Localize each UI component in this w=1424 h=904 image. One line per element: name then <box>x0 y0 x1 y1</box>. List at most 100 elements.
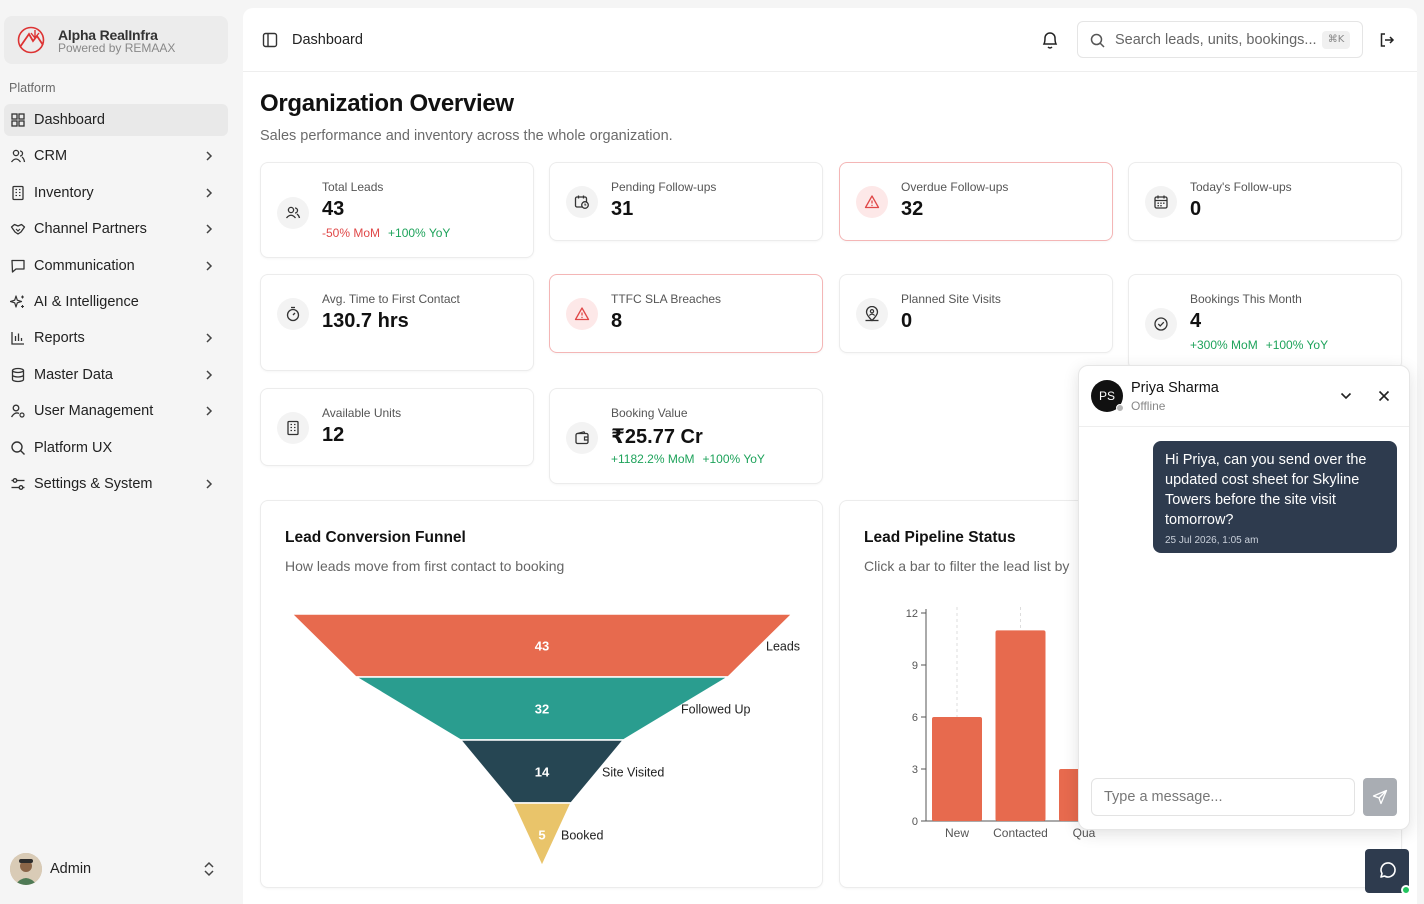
sidebar-item-dashboard[interactable]: Dashboard <box>4 104 228 136</box>
sidebar-item-label: Settings & System <box>34 475 153 492</box>
chevron-right-icon <box>206 261 213 271</box>
panel-title: Lead Conversion Funnel <box>285 529 466 546</box>
funnel-value-label: 32 <box>535 702 549 717</box>
close-icon[interactable] <box>1377 389 1391 403</box>
sidebar-item-label: Reports <box>34 330 85 347</box>
search-shortcut: ⌘K <box>1322 31 1350 49</box>
sidebar-item-crm[interactable]: CRM <box>4 140 228 172</box>
kpi-booking-value[interactable]: Booking Value ₹25.77 Cr +1182.2% MoM +100… <box>549 388 823 484</box>
kpi-label: Pending Follow-ups <box>611 180 717 194</box>
sidebar-item-user-management[interactable]: User Management <box>4 395 228 427</box>
sidebar-item-settings-system[interactable]: Settings & System <box>4 468 228 500</box>
chevron-right-icon <box>206 370 213 380</box>
handshake-icon <box>10 221 26 237</box>
kpi-value: 32 <box>901 198 924 220</box>
kpi-deltas: +1182.2% MoM +100% YoY <box>611 452 773 466</box>
kpi-label: Avg. Time to First Contact <box>322 292 460 306</box>
chat-window: PS Priya Sharma Offline Hi Priya, can yo… <box>1078 365 1410 830</box>
sidebar-nav: Dashboard CRM Inventory Channel Partners Com… <box>4 104 228 504</box>
sidebar-item-master-data[interactable]: Master Data <box>4 359 228 391</box>
user-menu[interactable]: Admin <box>4 850 228 888</box>
kpi-value: ₹25.77 Cr <box>611 426 703 448</box>
pipeline-bar[interactable] <box>932 717 982 821</box>
y-tick-label: 0 <box>912 816 918 828</box>
funnel-stage-label: Booked <box>561 829 603 843</box>
sidebar-toggle-icon[interactable] <box>262 32 278 48</box>
chat-message-bubble: Hi Priya, can you send over the updated … <box>1153 441 1397 553</box>
user-cog-icon <box>10 403 26 419</box>
dashboard-grid-icon <box>10 112 26 128</box>
kpi-available-units[interactable]: Available Units 12 <box>260 388 534 466</box>
chevron-right-icon <box>206 188 213 198</box>
topbar: Dashboard Search leads, units, bookings.… <box>243 8 1417 72</box>
pipeline-bar[interactable] <box>995 630 1046 821</box>
chevrons-up-down-icon <box>204 861 214 877</box>
brand-tagline: Powered by REMAAX <box>58 41 176 55</box>
building-icon <box>277 412 309 444</box>
kpi-pending-followups[interactable]: Pending Follow-ups 31 <box>549 162 823 241</box>
kpi-label: Total Leads <box>322 180 384 194</box>
kpi-value: 0 <box>1190 198 1202 220</box>
kpi-deltas: +300% MoM +100% YoY <box>1190 338 1336 352</box>
chat-contact-name: Priya Sharma <box>1131 380 1219 396</box>
search-icon <box>1090 33 1105 48</box>
yoy-delta: +100% YoY <box>388 226 451 240</box>
users-icon <box>10 148 26 164</box>
alert-triangle-icon <box>566 298 598 330</box>
sliders-icon <box>10 476 26 492</box>
kpi-label: Available Units <box>322 406 402 420</box>
page-title: Organization Overview <box>260 90 514 117</box>
send-button[interactable] <box>1363 778 1397 816</box>
kpi-value: 0 <box>901 310 913 332</box>
sidebar-item-label: Inventory <box>34 184 94 201</box>
kpi-bookings-month[interactable]: Bookings This Month 4 +300% MoM +100% YoY <box>1128 274 1402 370</box>
calendar-clock-icon <box>566 186 598 218</box>
sidebar-item-ai-intelligence[interactable]: AI & Intelligence <box>4 286 228 318</box>
funnel-value-label: 43 <box>535 639 549 654</box>
kpi-deltas: -50% MoM +100% YoY <box>322 226 458 240</box>
bell-icon[interactable] <box>1041 30 1059 50</box>
presence-dot <box>1116 404 1124 412</box>
user-name: Admin <box>50 861 92 877</box>
online-indicator <box>1401 885 1411 895</box>
y-tick-label: 12 <box>906 608 918 620</box>
sidebar-item-communication[interactable]: Communication <box>4 250 228 282</box>
chat-message-time: 25 Jul 2026, 1:05 am <box>1165 535 1259 546</box>
chevron-down-icon[interactable] <box>1339 390 1353 402</box>
sparkles-icon <box>10 294 26 310</box>
funnel-chart: 43 Leads 32 Followed Up 14 Site Visited 5 Booke… <box>290 613 800 868</box>
kpi-value: 43 <box>322 198 345 220</box>
chat-message-text: Hi Priya, can you send over the updated … <box>1165 452 1367 528</box>
funnel-segment[interactable] <box>511 802 573 868</box>
logout-icon[interactable] <box>1379 32 1395 48</box>
funnel-value-label: 5 <box>538 828 545 843</box>
global-search[interactable]: Search leads, units, bookings... ⌘K <box>1077 21 1363 58</box>
panel-title: Lead Pipeline Status <box>864 529 1016 546</box>
chevron-right-icon <box>206 406 213 416</box>
kpi-planned-visits[interactable]: Planned Site Visits 0 <box>839 274 1113 353</box>
sidebar-item-inventory[interactable]: Inventory <box>4 177 228 209</box>
search-placeholder: Search leads, units, bookings... <box>1115 32 1317 48</box>
sidebar-item-channel-partners[interactable]: Channel Partners <box>4 213 228 245</box>
panel-subtitle: Click a bar to filter the lead list by <box>864 558 1070 574</box>
kpi-avg-first-contact[interactable]: Avg. Time to First Contact 130.7 hrs <box>260 274 534 371</box>
brand-logo-icon <box>17 26 45 54</box>
funnel-stage-label: Leads <box>766 640 800 654</box>
chat-message-input[interactable] <box>1091 778 1355 816</box>
chat-contact-status: Offline <box>1131 399 1166 413</box>
x-tick-label: Contacted <box>993 826 1048 840</box>
message-square-icon <box>10 258 26 274</box>
kpi-total-leads[interactable]: Total Leads 43 -50% MoM +100% YoY <box>260 162 534 258</box>
funnel-panel: Lead Conversion Funnel How leads move fr… <box>260 500 823 888</box>
chevron-right-icon <box>206 224 213 234</box>
sidebar-item-label: User Management <box>34 403 154 420</box>
kpi-todays-followups[interactable]: Today's Follow-ups 0 <box>1128 162 1402 241</box>
breadcrumb: Dashboard <box>292 32 363 48</box>
sidebar-item-reports[interactable]: Reports <box>4 322 228 354</box>
sidebar-item-platform-ux[interactable]: Platform UX <box>4 432 228 464</box>
brand-switcher[interactable]: Alpha RealInfra Powered by REMAAX <box>4 16 228 64</box>
kpi-ttfc-breaches[interactable]: TTFC SLA Breaches 8 <box>549 274 823 353</box>
mom-delta: -50% MoM <box>322 226 381 240</box>
kpi-overdue-followups[interactable]: Overdue Follow-ups 32 <box>839 162 1113 241</box>
chevron-right-icon <box>206 333 213 343</box>
